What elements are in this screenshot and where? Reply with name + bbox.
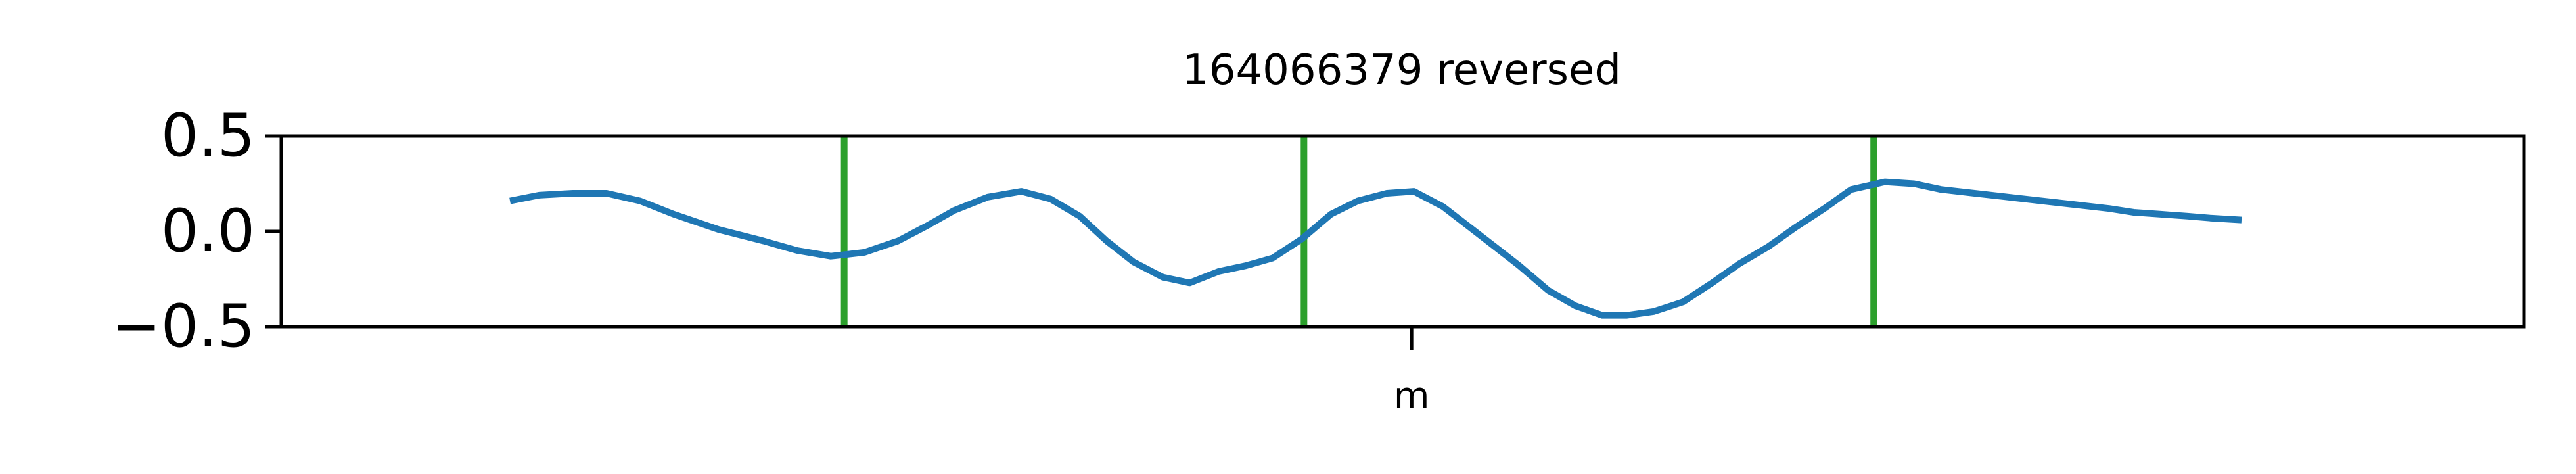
y-tick-label: 0.5	[161, 101, 255, 170]
vertical-markers	[840, 136, 1877, 327]
series-line	[509, 178, 2242, 319]
y-tick-label: 0.0	[161, 197, 255, 266]
chart-title: 164066379 reversed	[1182, 46, 1621, 95]
x-axis: m	[1394, 327, 1430, 417]
series-group	[509, 178, 2242, 319]
x-tick-label: m	[1394, 375, 1430, 417]
y-tick-label: −0.5	[111, 292, 255, 361]
y-axis: 0.5 0.0 −0.5	[111, 101, 281, 361]
plot-frame	[279, 134, 2526, 329]
